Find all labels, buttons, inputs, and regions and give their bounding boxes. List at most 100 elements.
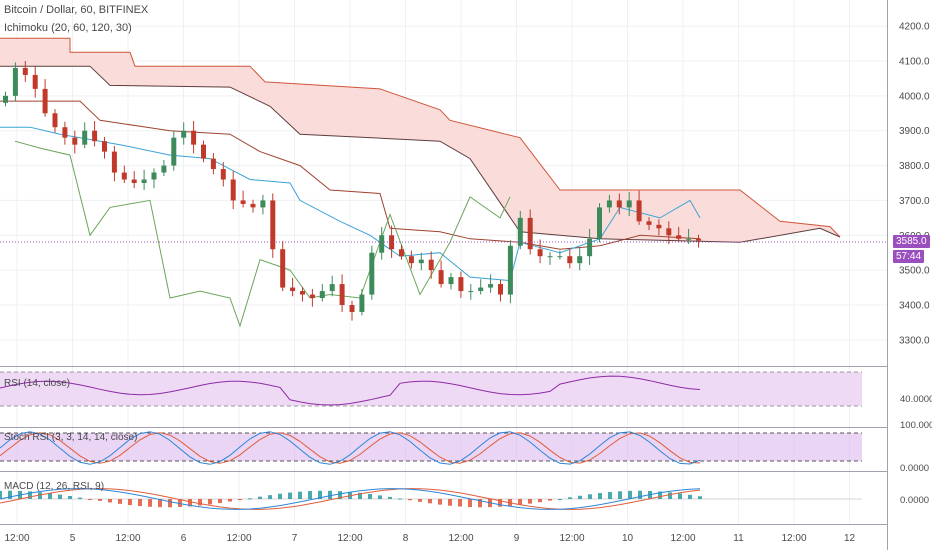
macd-histogram-bar: [278, 493, 282, 499]
macd-histogram-bar: [438, 499, 442, 505]
candle-body: [468, 291, 474, 293]
macd-histogram-bar: [0, 490, 2, 499]
macd-histogram-bar: [528, 499, 532, 504]
macd-histogram-bar: [328, 490, 332, 499]
candle-body: [478, 287, 484, 292]
symbol-title[interactable]: Bitcoin / Dollar, 60, BITFINEX: [4, 4, 149, 16]
candle-body: [210, 158, 216, 170]
candle-body: [488, 284, 494, 288]
candle-body: [498, 284, 503, 295]
macd-histogram-bar: [498, 499, 502, 507]
candle-body: [260, 200, 266, 208]
macd-histogram-bar: [218, 499, 222, 504]
candle-body: [686, 238, 692, 240]
candle-body: [270, 200, 276, 250]
stoch-axis-top: 100.0000: [900, 420, 932, 431]
candle-body: [42, 88, 48, 114]
candle-body: [191, 130, 197, 145]
candle-body: [102, 141, 107, 152]
candle-body: [290, 287, 296, 292]
candle-body: [389, 235, 395, 250]
macd-histogram-bar: [638, 490, 642, 499]
candle-body: [666, 228, 672, 236]
time-tick-label: 12: [844, 533, 856, 544]
macd-histogram-bar: [248, 498, 252, 500]
candle-body: [567, 256, 573, 264]
macd-histogram-bar: [288, 492, 292, 499]
candle-body: [676, 235, 682, 239]
stoch-d-line: [0, 432, 701, 464]
macd-histogram-bar: [678, 493, 682, 499]
macd-histogram-bar: [28, 491, 32, 499]
macd-histogram-bar: [108, 499, 112, 503]
candle-body: [646, 221, 652, 225]
price-tick-label: 3300.0: [899, 335, 930, 346]
candle-body: [428, 259, 434, 271]
candle-body: [12, 67, 18, 96]
candle-body: [62, 127, 68, 138]
macd-histogram-bar: [8, 490, 12, 499]
macd-histogram-bar: [608, 492, 612, 499]
macd-histogram-bar: [88, 499, 92, 500]
time-tick-label: 5: [70, 533, 76, 544]
macd-histogram-bar: [38, 492, 42, 499]
stoch-pane-label[interactable]: Stoch RSI (3, 3, 14, 14, close): [4, 432, 138, 443]
macd-histogram-bar: [58, 494, 62, 499]
macd-histogram-bar: [178, 499, 182, 507]
macd-histogram-bar: [358, 492, 362, 499]
rsi-line: [0, 375, 701, 406]
candle-body: [577, 256, 583, 264]
price-tick-label: 3700.0: [899, 196, 930, 207]
macd-histogram-bar: [398, 498, 402, 500]
macd-histogram-bar: [338, 491, 342, 499]
kumo-cloud-area: [0, 38, 840, 243]
rsi-pane-label[interactable]: RSI (14, close): [4, 378, 71, 389]
price-tick-label: 3400.0: [899, 301, 930, 312]
macd-histogram-bar: [428, 499, 432, 504]
candle-body: [547, 256, 553, 258]
candle-body: [72, 137, 78, 145]
candle-body: [616, 200, 622, 208]
time-tick-label: 12:00: [337, 533, 362, 544]
macd-histogram-bar: [458, 499, 462, 507]
time-tick-label: 8: [403, 533, 409, 544]
macd-histogram-bar: [688, 494, 692, 499]
candle-body: [329, 284, 335, 292]
macd-histogram-bar: [408, 499, 412, 501]
candle-body: [696, 238, 701, 241]
candle-body: [250, 203, 256, 208]
candle-body: [507, 245, 513, 295]
time-tick-label: 7: [292, 533, 298, 544]
candle-body: [22, 67, 28, 75]
ichimoku-indicator-label[interactable]: Ichimoku (20, 60, 120, 30): [4, 22, 132, 34]
macd-histogram-bar: [628, 490, 632, 499]
candle-body: [181, 130, 187, 138]
candle-body: [359, 294, 365, 312]
macd-histogram-bar: [148, 499, 152, 507]
senkou-span-b-line: [0, 65, 841, 243]
candle-body: [349, 305, 355, 312]
candle-body: [141, 179, 147, 183]
candle-body: [171, 137, 177, 166]
candle-body: [151, 172, 157, 180]
candle-body: [527, 217, 533, 250]
candle-body: [557, 256, 563, 258]
time-axis[interactable]: 12:00 5 12:00 6 12:00 7 12:00 8 12:00 9 12:00 10 12:…: [4, 533, 855, 544]
macd-histogram-bar: [118, 499, 122, 504]
macd-histogram-bar: [138, 499, 142, 507]
candle-body: [201, 144, 206, 159]
price-tick-label: 3800.0: [899, 161, 930, 172]
candle-body: [319, 291, 325, 299]
candle-body: [626, 200, 632, 208]
candle-body: [606, 200, 612, 208]
candle-body: [418, 259, 424, 264]
candle-body: [161, 165, 167, 173]
candle-body: [220, 169, 226, 180]
pane-separators: [0, 0, 888, 550]
macd-pane-label[interactable]: MACD (12, 26, RSI, 9): [4, 481, 105, 492]
candle-body: [92, 130, 98, 142]
senkou-span-a-line: [0, 37, 841, 238]
price-tick-label: 4200.0: [899, 22, 930, 33]
macd-histogram-bar: [238, 499, 242, 500]
